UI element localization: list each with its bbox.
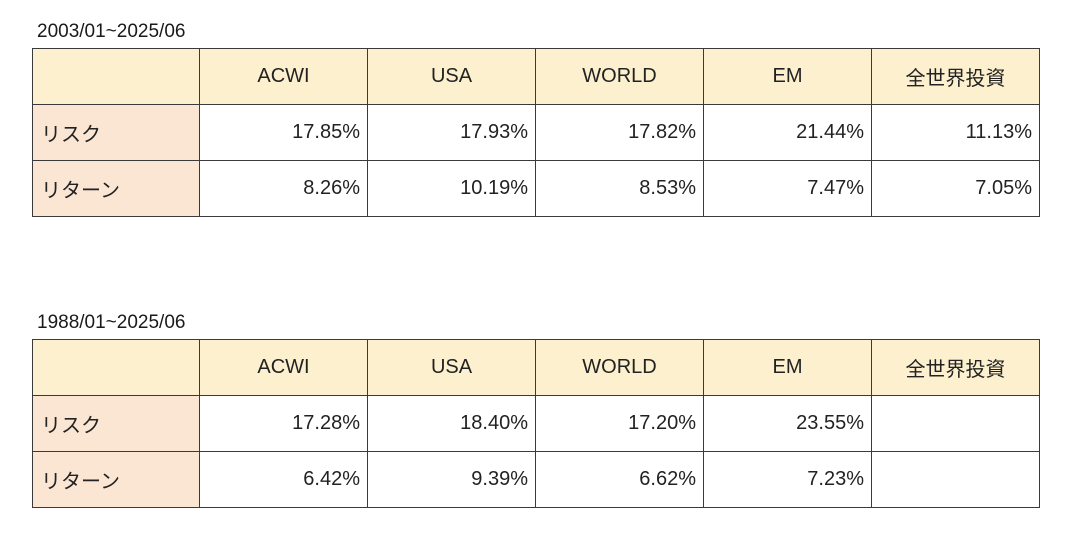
table-cell: 9.39%: [368, 452, 536, 508]
table-row-risk: リスク 17.85% 17.93% 17.82% 21.44% 11.13%: [33, 105, 1040, 161]
table-cell: [872, 452, 1040, 508]
table-cell: 7.47%: [704, 161, 872, 217]
period-label-2: 1988/01~2025/06: [37, 311, 185, 335]
column-header-world: WORLD: [536, 340, 704, 396]
table-cell: 6.62%: [536, 452, 704, 508]
table-cell: 8.26%: [200, 161, 368, 217]
column-header-all-world: 全世界投資: [872, 340, 1040, 396]
header-row: ACWI USA WORLD EM 全世界投資: [33, 49, 1040, 105]
table-cell: 7.05%: [872, 161, 1040, 217]
table-cell: 17.93%: [368, 105, 536, 161]
header-row: ACWI USA WORLD EM 全世界投資: [33, 340, 1040, 396]
stats-table-2: ACWI USA WORLD EM 全世界投資 リスク 17.28% 18.40…: [32, 339, 1040, 508]
table-cell: 17.85%: [200, 105, 368, 161]
table-cell: 10.19%: [368, 161, 536, 217]
table-cell: [872, 396, 1040, 452]
table-cell: 23.55%: [704, 396, 872, 452]
column-header-em: EM: [704, 49, 872, 105]
column-header-world: WORLD: [536, 49, 704, 105]
table-cell: 18.40%: [368, 396, 536, 452]
table-cell: 7.23%: [704, 452, 872, 508]
table-cell: 11.13%: [872, 105, 1040, 161]
corner-cell: [33, 49, 200, 105]
table-cell: 17.28%: [200, 396, 368, 452]
row-label-risk: リスク: [33, 105, 200, 161]
column-header-em: EM: [704, 340, 872, 396]
table-row-risk: リスク 17.28% 18.40% 17.20% 23.55%: [33, 396, 1040, 452]
table-cell: 8.53%: [536, 161, 704, 217]
table-row-return: リターン 8.26% 10.19% 8.53% 7.47% 7.05%: [33, 161, 1040, 217]
table-cell: 21.44%: [704, 105, 872, 161]
stats-table-1: ACWI USA WORLD EM 全世界投資 リスク 17.85% 17.93…: [32, 48, 1040, 217]
column-header-all-world: 全世界投資: [872, 49, 1040, 105]
table-cell: 6.42%: [200, 452, 368, 508]
table-cell: 17.20%: [536, 396, 704, 452]
table-row-return: リターン 6.42% 9.39% 6.62% 7.23%: [33, 452, 1040, 508]
column-header-acwi: ACWI: [200, 340, 368, 396]
column-header-usa: USA: [368, 49, 536, 105]
row-label-risk: リスク: [33, 396, 200, 452]
column-header-usa: USA: [368, 340, 536, 396]
row-label-return: リターン: [33, 161, 200, 217]
corner-cell: [33, 340, 200, 396]
period-label-1: 2003/01~2025/06: [37, 20, 185, 44]
row-label-return: リターン: [33, 452, 200, 508]
table-cell: 17.82%: [536, 105, 704, 161]
column-header-acwi: ACWI: [200, 49, 368, 105]
